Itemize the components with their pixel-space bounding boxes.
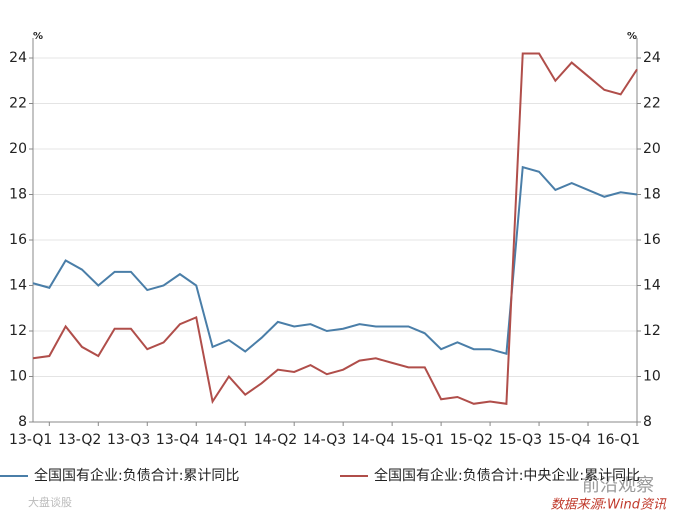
y-tick-label: 14	[9, 278, 27, 294]
legend-label: 全国国有企业:负债合计:中央企业:累计同比	[374, 467, 640, 484]
x-tick-label: 14-Q2	[254, 432, 297, 448]
series-line	[32, 52, 638, 405]
y2-tick-label: 8	[643, 414, 652, 430]
series-line	[32, 165, 638, 356]
y-tick-label: 20	[9, 141, 27, 157]
y-tick-label: 10	[9, 369, 27, 385]
x-tick-label: 13-Q1	[9, 432, 52, 448]
y2-tick-label: 22	[643, 96, 661, 112]
y2-tick-label: 18	[643, 187, 661, 203]
y-tick-label: 18	[9, 187, 27, 203]
x-tick-label: 14-Q4	[352, 432, 395, 448]
x-tick-label: 14-Q1	[205, 432, 248, 448]
x-tick-label: 15-Q1	[401, 432, 444, 448]
y2-tick-label: 10	[643, 369, 661, 385]
y2-tick-label: 24	[643, 50, 661, 66]
x-tick-label: 13-Q4	[156, 432, 199, 448]
y2-unit: %	[627, 31, 637, 42]
x-tick-label: 16-Q1	[597, 432, 640, 448]
y-tick-label: 24	[9, 50, 27, 66]
y-tick-label: 16	[9, 232, 27, 248]
x-tick-label: 14-Q3	[303, 432, 346, 448]
x-tick-label: 15-Q4	[548, 432, 591, 448]
watermark: 前沿观察	[582, 475, 654, 496]
y-tick-label: 22	[9, 96, 27, 112]
x-tick-label: 13-Q2	[58, 432, 101, 448]
legend-label: 全国国有企业:负债合计:累计同比	[34, 467, 239, 484]
x-tick-label: 15-Q3	[499, 432, 542, 448]
y2-tick-label: 12	[643, 323, 661, 339]
x-tick-label: 15-Q2	[450, 432, 493, 448]
y2-tick-label: 16	[643, 232, 661, 248]
y2-tick-label: 20	[643, 141, 661, 157]
y2-tick-label: 14	[643, 278, 661, 294]
y-tick-label: 8	[18, 414, 27, 430]
watermark: 数据来源:Wind资讯	[551, 498, 667, 513]
y-tick-label: 12	[9, 323, 27, 339]
x-tick-label: 13-Q3	[107, 432, 150, 448]
y-unit: %	[33, 31, 43, 42]
watermark: 大盘谈股	[28, 495, 72, 509]
